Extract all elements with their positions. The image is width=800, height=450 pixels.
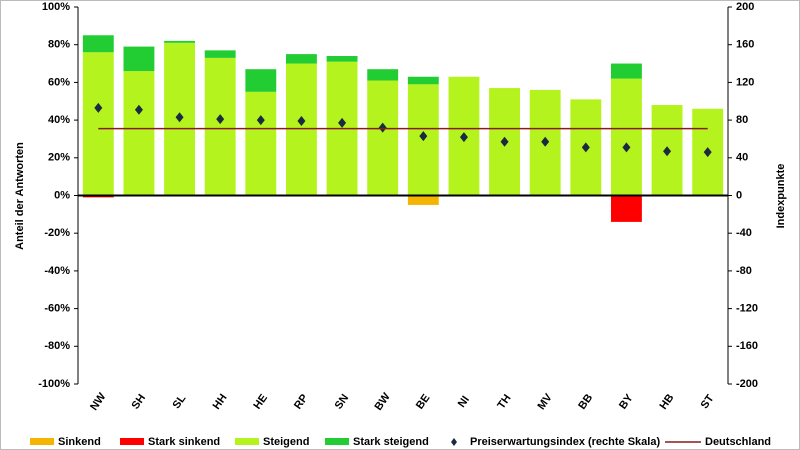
marker bbox=[622, 142, 631, 153]
y2-tick-label: -120 bbox=[736, 303, 758, 315]
y2-tick-label: 160 bbox=[736, 39, 754, 51]
marker bbox=[297, 116, 306, 127]
bar bbox=[286, 63, 317, 196]
y-tick-label: 0% bbox=[54, 189, 70, 201]
marker bbox=[378, 122, 387, 133]
y-tick-label: -80% bbox=[44, 340, 70, 352]
y2-tick-label: -160 bbox=[736, 340, 758, 352]
bar bbox=[82, 52, 114, 196]
y-tick-label: -100% bbox=[38, 378, 70, 390]
marker bbox=[703, 147, 712, 158]
y-axis-label: Anteil der Antworten bbox=[14, 142, 26, 250]
y-tick-label: -20% bbox=[44, 227, 70, 239]
legend-swatch bbox=[30, 438, 54, 445]
marker bbox=[419, 131, 428, 142]
y-tick-label: -40% bbox=[44, 265, 70, 277]
y2-tick-label: 80 bbox=[736, 114, 748, 126]
marker bbox=[459, 132, 468, 143]
y-tick-label: 80% bbox=[48, 39, 70, 51]
legend-swatch bbox=[120, 438, 144, 445]
y2-tick-label: -80 bbox=[736, 265, 752, 277]
bar bbox=[123, 46, 155, 72]
bar bbox=[611, 78, 642, 196]
bar bbox=[245, 91, 277, 196]
bar bbox=[204, 57, 236, 196]
legend-label: Sinkend bbox=[58, 436, 101, 448]
legend-marker bbox=[451, 438, 457, 446]
marker bbox=[175, 112, 184, 123]
bar bbox=[326, 56, 358, 62]
legend-swatch bbox=[235, 438, 259, 445]
bar bbox=[164, 40, 195, 43]
y-tick-label: 40% bbox=[48, 114, 70, 126]
y-tick-label: 20% bbox=[48, 152, 70, 164]
y2-tick-label: 120 bbox=[736, 76, 754, 88]
y2-tick-label: 200 bbox=[736, 1, 754, 13]
legend-label: Preiserwartungsindex (rechte Skala) bbox=[470, 436, 660, 448]
y2-tick-label: 0 bbox=[736, 189, 742, 201]
bar bbox=[407, 76, 439, 85]
bar bbox=[367, 69, 399, 81]
marker bbox=[134, 104, 143, 115]
bar bbox=[82, 35, 114, 53]
bar bbox=[367, 80, 399, 196]
marker bbox=[338, 117, 347, 128]
legend-swatch bbox=[325, 438, 349, 445]
marker bbox=[216, 114, 225, 125]
marker bbox=[256, 115, 265, 126]
marker bbox=[94, 102, 103, 113]
y2-axis-label: Indexpunkte bbox=[775, 164, 787, 229]
bar bbox=[611, 63, 642, 79]
y-tick-label: 100% bbox=[42, 1, 70, 13]
y-tick-label: 60% bbox=[48, 76, 70, 88]
legend-label: Deutschland bbox=[705, 436, 771, 448]
bar bbox=[286, 54, 317, 64]
marker bbox=[581, 142, 590, 153]
bar bbox=[204, 50, 236, 58]
bar bbox=[407, 195, 439, 205]
marker bbox=[663, 146, 672, 157]
bar bbox=[611, 195, 642, 222]
bar bbox=[123, 71, 155, 196]
legend-label: Stark steigend bbox=[353, 436, 429, 448]
y-tick-label: -60% bbox=[44, 303, 70, 315]
y2-tick-label: 40 bbox=[736, 152, 748, 164]
marker bbox=[500, 136, 509, 147]
legend-label: Steigend bbox=[263, 436, 309, 448]
y2-tick-label: -40 bbox=[736, 227, 752, 239]
y2-tick-label: -200 bbox=[736, 378, 758, 390]
marker bbox=[541, 136, 550, 147]
bar bbox=[245, 69, 277, 92]
legend-label: Stark sinkend bbox=[148, 436, 220, 448]
